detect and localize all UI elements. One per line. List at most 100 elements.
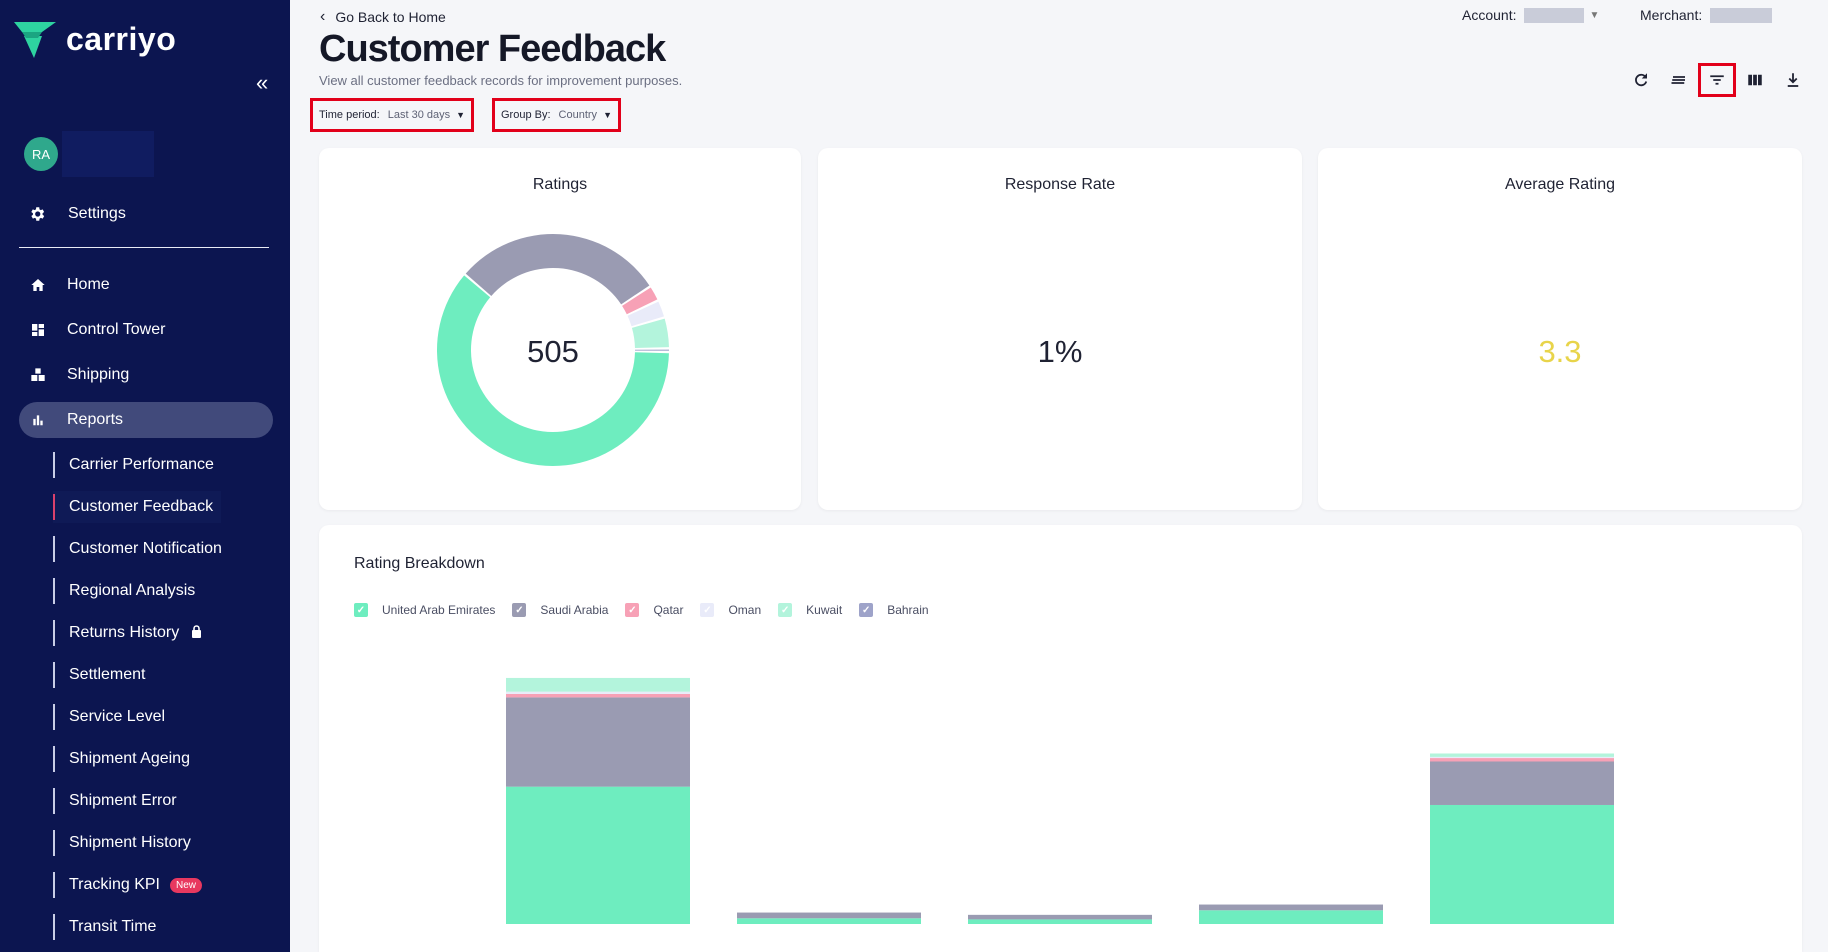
sidebar-item-label: Shipment Ageing xyxy=(69,750,190,767)
bar-chart-icon xyxy=(28,410,48,430)
indent-line xyxy=(53,452,55,478)
indent-line xyxy=(53,620,55,646)
ratings-title: Ratings xyxy=(532,176,588,193)
bar-segment[interactable] xyxy=(506,691,690,694)
legend-item[interactable]: ✓ Kuwait xyxy=(778,603,842,617)
sidebar-item-label: Returns History xyxy=(69,624,180,641)
sidebar-item-home[interactable]: Home xyxy=(19,267,273,303)
legend-item[interactable]: ✓ Saudi Arabia xyxy=(512,603,608,617)
donut-slice[interactable] xyxy=(634,349,669,351)
legend-label: Kuwait xyxy=(806,603,843,617)
new-badge: New xyxy=(170,877,203,893)
time-period-filter[interactable]: Time period: Last 30 days ▼ xyxy=(310,98,475,132)
download-button[interactable] xyxy=(1774,63,1812,97)
sidebar-item-reports[interactable]: Reports xyxy=(19,402,273,438)
donut-slice[interactable] xyxy=(627,301,665,327)
download-icon xyxy=(1787,73,1799,87)
checkbox-icon: ✓ xyxy=(859,603,874,617)
sidebar-item-service-level[interactable]: Service Level xyxy=(53,701,165,733)
bar-segment[interactable] xyxy=(737,918,921,924)
toolbar xyxy=(1622,63,1812,97)
sidebar-item-shipment-error[interactable]: Shipment Error xyxy=(53,785,177,817)
sidebar-item-transit-time[interactable]: Transit Time xyxy=(53,911,156,943)
sidebar-item-settlement[interactable]: Settlement xyxy=(53,659,145,691)
sidebar-item-control-tower[interactable]: Control Tower xyxy=(19,312,273,348)
columns-button[interactable] xyxy=(1736,63,1774,97)
average-rating-value: 3.3 xyxy=(1538,334,1582,369)
density-button[interactable] xyxy=(1660,63,1698,97)
bar-segment[interactable] xyxy=(968,914,1152,920)
sidebar-item-returns-history[interactable]: Returns History xyxy=(53,617,202,649)
account-selector[interactable]: Account: ▼ xyxy=(1462,7,1599,23)
sidebar-item-shipment-ageing[interactable]: Shipment Ageing xyxy=(53,743,190,775)
user-profile[interactable]: RA xyxy=(24,131,154,177)
chart-legend: ✓ United Arab Emirates ✓ Saudi Arabia ✓ Qatar… xyxy=(354,603,946,617)
bar-segment[interactable] xyxy=(1430,761,1614,805)
legend-label: Oman xyxy=(728,603,762,617)
page-subtitle: View all customer feedback records for i… xyxy=(319,73,683,88)
legend-item[interactable]: ✓ United Arab Emirates xyxy=(354,603,495,617)
sidebar-item-label: Carrier Performance xyxy=(69,456,214,473)
legend-item[interactable]: ✓ Bahrain xyxy=(859,603,929,617)
sidebar-item-regional-analysis[interactable]: Regional Analysis xyxy=(53,575,195,607)
sidebar-item-tracking-kpi[interactable]: Tracking KPI New xyxy=(53,869,203,901)
time-period-label: Time period: xyxy=(319,109,380,121)
indent-line xyxy=(53,872,55,898)
sidebar-item-shipping[interactable]: Shipping xyxy=(19,357,273,393)
donut-slice[interactable] xyxy=(622,287,658,315)
donut-slice[interactable] xyxy=(465,234,650,305)
legend-item[interactable]: ✓ Oman xyxy=(700,603,761,617)
back-link[interactable]: ‹ Go Back to Home xyxy=(320,8,446,26)
account-value-redacted xyxy=(1524,7,1585,23)
ratings-card: Ratings 505 xyxy=(319,148,801,510)
sidebar-divider xyxy=(19,247,269,248)
home-icon xyxy=(28,275,48,295)
indent-line xyxy=(53,662,55,688)
bar-segment[interactable] xyxy=(1199,904,1383,911)
sidebar-item-label: Shipment Error xyxy=(69,792,177,809)
density-icon xyxy=(1671,76,1685,84)
refresh-icon xyxy=(1635,73,1648,87)
bar-segment[interactable] xyxy=(1430,753,1614,757)
bar-segment[interactable] xyxy=(506,786,690,924)
lock-icon xyxy=(191,625,202,641)
back-link-label: Go Back to Home xyxy=(335,9,446,25)
carriyo-logo[interactable]: carriyo xyxy=(12,18,176,60)
merchant-label: Merchant: xyxy=(1640,7,1703,23)
bar-segment[interactable] xyxy=(1199,910,1383,924)
filter-button[interactable] xyxy=(1698,63,1736,97)
collapse-sidebar-icon[interactable]: « xyxy=(256,70,269,95)
sidebar-item-customer-feedback[interactable]: Customer Feedback xyxy=(53,491,222,523)
merchant-value-redacted xyxy=(1710,7,1773,23)
sidebar-item-label: Service Level xyxy=(69,708,166,725)
legend-label: Saudi Arabia xyxy=(540,603,609,617)
refresh-button[interactable] xyxy=(1622,63,1660,97)
bar-segment[interactable] xyxy=(506,697,690,787)
checkbox-icon: ✓ xyxy=(700,603,715,617)
chevron-down-icon: ▼ xyxy=(603,110,612,120)
response-rate-card: Response Rate 1% xyxy=(818,148,1302,510)
donut-slice[interactable] xyxy=(631,318,669,348)
donut-slice[interactable] xyxy=(437,275,669,466)
sidebar-item-customer-notification[interactable]: Customer Notification xyxy=(53,533,222,565)
sidebar-item-label: Transit Time xyxy=(69,918,157,935)
bar-segment[interactable] xyxy=(1430,756,1614,759)
bar-segment[interactable] xyxy=(1430,758,1614,762)
bar-segment[interactable] xyxy=(1430,804,1614,924)
time-period-value: Last 30 days xyxy=(387,109,451,121)
sidebar-item-settings[interactable]: Settings xyxy=(28,205,126,223)
indent-line xyxy=(53,704,55,730)
sidebar-item-carrier-performance[interactable]: Carrier Performance xyxy=(53,449,214,481)
indent-line xyxy=(53,494,55,520)
bar-segment[interactable] xyxy=(506,693,690,698)
bar-segment[interactable] xyxy=(737,912,921,919)
bar-segment[interactable] xyxy=(506,677,690,692)
sidebar-item-label: Customer Feedback xyxy=(69,498,214,515)
average-rating-card: Average Rating 3.3 xyxy=(1318,148,1802,510)
legend-item[interactable]: ✓ Qatar xyxy=(625,603,683,617)
sidebar-item-shipment-history[interactable]: Shipment History xyxy=(53,827,191,859)
bar-segment[interactable] xyxy=(968,919,1152,924)
merchant-selector[interactable]: Merchant: xyxy=(1640,7,1773,23)
indent-line xyxy=(53,746,55,772)
group-by-filter[interactable]: Group By: Country ▼ xyxy=(492,98,621,132)
